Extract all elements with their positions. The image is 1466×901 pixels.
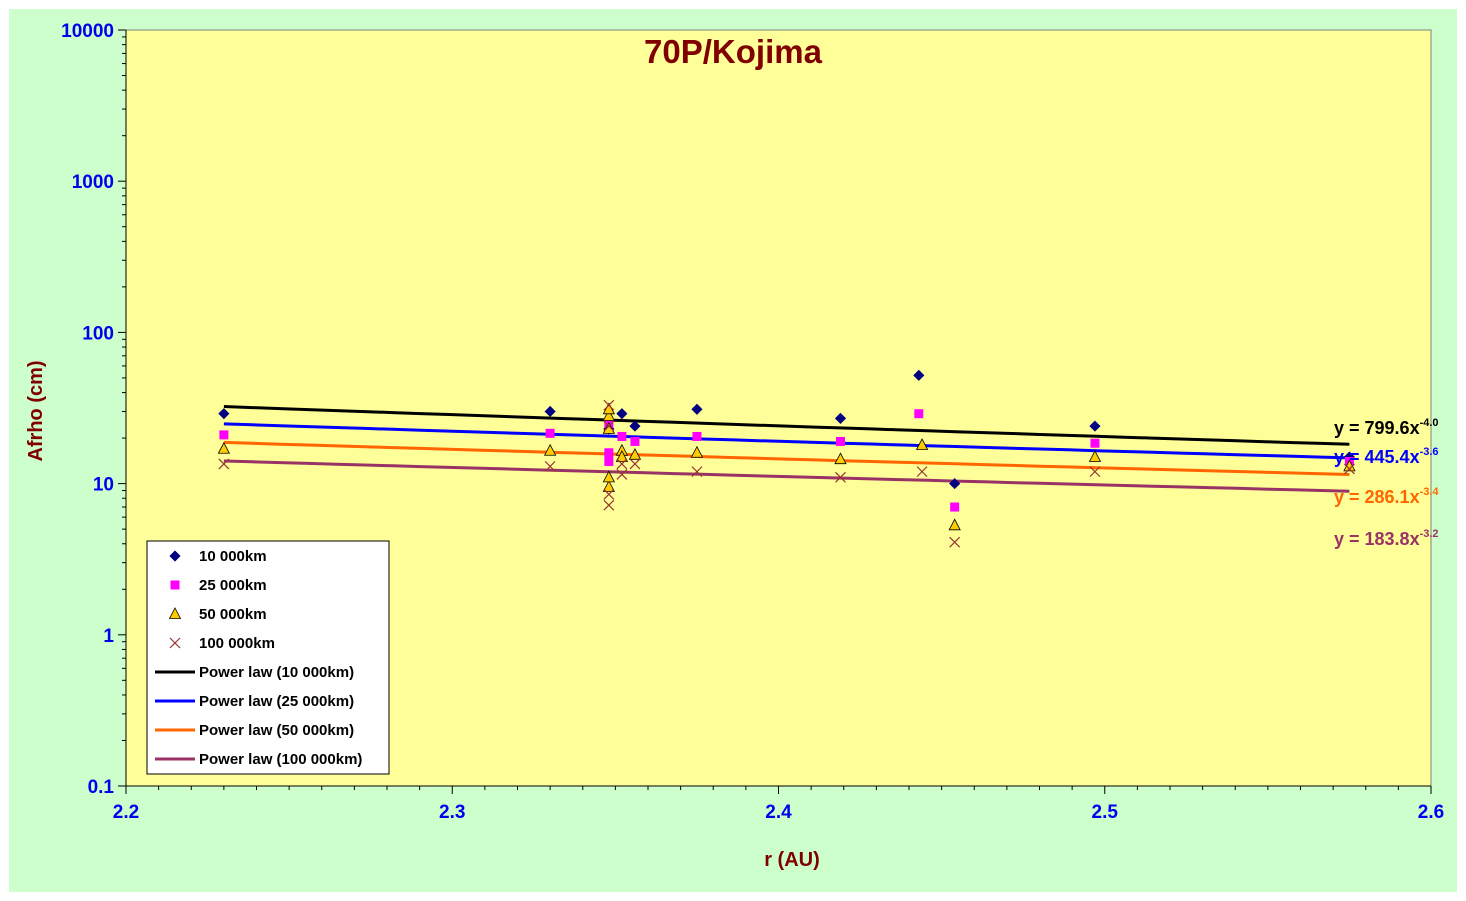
data-point [603,420,615,432]
data-point [545,428,555,438]
x-axis: 2.2 2.3 2.4 2.5 2.6 [113,785,1444,823]
legend: 10 000km 25 000km 50 000km 100 000km Power l… [146,540,390,775]
data-points [217,369,1356,548]
data-point [615,450,629,462]
data-point [604,457,614,467]
y-tick-label: 1000 [72,172,114,193]
y-axis: 10000 1000 100 10 1 0.1 [61,21,127,798]
data-point [170,580,180,590]
x-tick-label: 2.2 [113,802,139,823]
data-point [1344,463,1355,475]
data-point [602,409,616,421]
trendline [223,440,1350,476]
data-point [218,408,230,420]
data-point [168,607,182,619]
legend-box [146,540,390,775]
data-point [950,502,960,512]
trendline-equation: y = 445.4x-3.6 [1334,446,1439,467]
data-point [218,458,230,470]
data-point [691,403,703,415]
y-tick-label: 100 [82,323,114,344]
data-point [616,458,628,470]
data-point [691,466,703,478]
data-point [604,448,614,458]
data-point [603,399,615,411]
data-point [544,460,556,472]
legend-entry: Power law (50 000km) [199,722,354,739]
data-point [169,637,181,649]
legend-entry: 50 000km [199,606,267,623]
data-point [616,408,628,420]
legend-entry: 100 000km [199,635,275,652]
data-point [913,369,925,381]
data-point [1090,438,1100,448]
y-axis-label: Afrho (cm) [25,360,47,461]
legend-entry: Power law (10 000km) [199,664,354,681]
data-point [1089,466,1101,478]
data-point [916,466,928,478]
trendline-equation: y = 799.6x-4.0 [1334,417,1439,438]
trendline-equation: y = 286.1x-3.4 [1334,486,1439,507]
trendline [223,422,1350,460]
legend-entry: Power law (25 000km) [199,693,354,710]
legend-entry: 10 000km [199,548,267,565]
data-point [616,468,628,480]
data-point [629,458,641,470]
data-point [915,438,929,450]
data-point [834,412,847,424]
data-point [948,518,961,531]
x-tick-label: 2.6 [1418,802,1444,823]
y-tick-label: 10000 [61,21,114,42]
x-tick-label: 2.3 [439,802,465,823]
chart-title: 70P/Kojima [644,33,823,70]
legend-entry: Power law (100 000km) [199,751,362,768]
data-point [617,431,627,441]
legend-entry: 25 000km [199,577,267,594]
x-axis-label: r (AU) [764,849,820,871]
data-point [629,420,641,432]
y-tick-label: 0.1 [88,777,115,798]
data-point [217,441,231,454]
data-point [835,471,846,483]
data-point [603,488,615,500]
data-point [914,409,924,419]
y-tick-label: 1 [103,626,114,647]
data-point [834,452,847,465]
data-point [692,431,702,441]
data-point [690,445,704,458]
data-point [169,550,181,562]
trendline [223,459,1350,493]
data-point [1089,420,1101,432]
data-point [219,430,229,440]
data-point [602,470,616,483]
data-point [544,405,556,418]
data-point [835,436,845,446]
trendlines [223,405,1350,493]
data-point [603,499,615,511]
y-tick-label: 10 [93,475,114,496]
data-point [1088,450,1102,462]
data-point [543,443,557,456]
trendline-equation: y = 183.8x-3.2 [1334,528,1439,549]
data-point [628,447,642,460]
data-point [630,436,640,446]
x-tick-label: 2.5 [1092,802,1119,823]
trendline [223,405,1350,446]
x-tick-label: 2.4 [765,802,792,823]
data-point [949,536,961,548]
data-point [602,480,616,492]
trendline-equations: y = 799.6x-4.0 y = 445.4x-3.6 y = 286.1x-3… [1334,417,1439,549]
data-point [949,478,961,490]
